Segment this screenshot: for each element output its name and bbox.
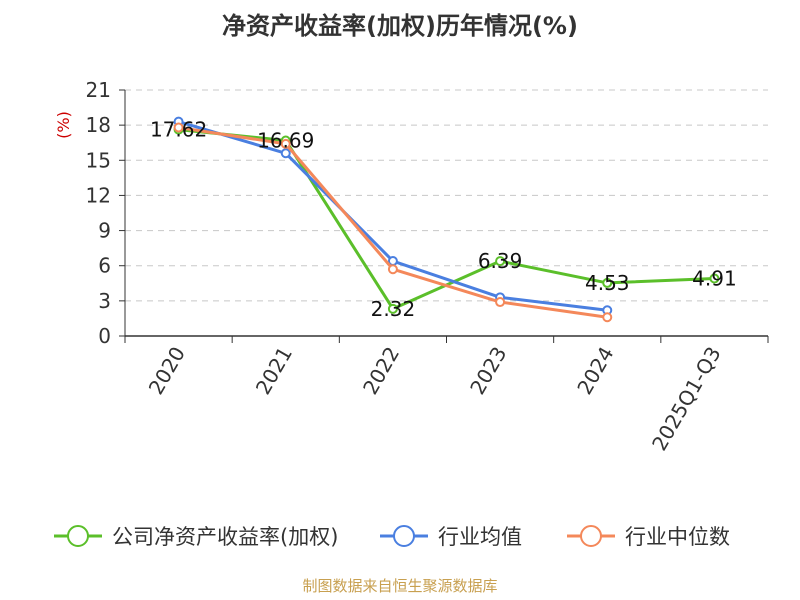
- series-point-0: [387, 303, 398, 314]
- data-label: 6.39: [478, 249, 523, 273]
- series-point-0: [495, 256, 506, 267]
- data-labels: 17.62 16.69 2.32 6.39 4.53 4.91: [150, 118, 737, 321]
- data-label: 2.32: [371, 297, 416, 321]
- legend-item-label: 行业中位数: [625, 525, 730, 549]
- y-tick-label: 6: [98, 254, 111, 278]
- legend-item-label: 公司净资产收益率(加权): [112, 525, 338, 549]
- y-tick-label: 21: [86, 78, 111, 102]
- series-point-2: [173, 122, 184, 133]
- series-point-0: [602, 277, 613, 288]
- series-line-1: [178, 120, 608, 312]
- series-line-2: [178, 126, 608, 319]
- y-tick-label: 3: [98, 289, 111, 313]
- series-point-2: [387, 264, 398, 275]
- series-point-2: [602, 312, 613, 323]
- legend[interactable]: 公司净资产收益率(加权) 行业均值 行业中位数: [54, 525, 730, 549]
- series-point-2: [495, 297, 506, 308]
- y-tick-label: 9: [98, 219, 111, 243]
- data-label: 4.91: [692, 266, 737, 290]
- x-tick-label: 2023: [465, 343, 511, 399]
- series-line-0: [178, 128, 715, 311]
- y-tick-label: 12: [86, 183, 111, 207]
- y-axis-label: (%): [54, 111, 73, 139]
- y-tick-label: 18: [86, 113, 111, 137]
- series-point-2: [280, 138, 291, 149]
- chart-title: 净资产收益率(加权)历年情况(%): [222, 12, 578, 40]
- legend-item-label: 行业均值: [438, 525, 522, 549]
- series-point-0: [709, 273, 720, 284]
- series-group: [173, 116, 720, 323]
- x-tick-label: 2021: [251, 343, 297, 399]
- y-tick-label: 0: [98, 324, 111, 348]
- series-point-1: [280, 148, 291, 159]
- grid-lines: [125, 89, 768, 302]
- y-tick-label: 15: [86, 148, 111, 172]
- legend-marker-0: [67, 525, 89, 547]
- source-note: 制图数据来自恒生聚源数据库: [302, 577, 497, 595]
- legend-marker-2: [580, 525, 602, 547]
- x-tick-label: 2020: [144, 343, 190, 399]
- data-label: 17.62: [150, 118, 207, 142]
- x-tick-label: 2022: [358, 343, 404, 399]
- data-label: 16.69: [257, 128, 314, 152]
- legend-marker-1: [393, 525, 415, 547]
- x-tick-label: 2024: [572, 343, 618, 399]
- data-label: 4.53: [585, 271, 630, 295]
- x-tick-label: 2025Q1-Q3: [647, 343, 726, 455]
